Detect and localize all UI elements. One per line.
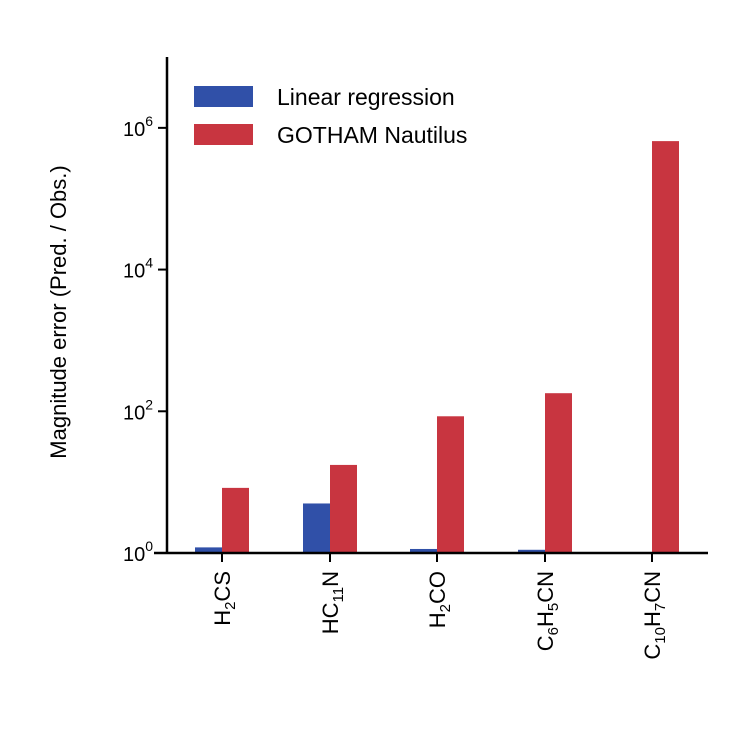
- bar-linear-regression-h2cs: [195, 547, 222, 553]
- axes-layer: [154, 57, 708, 555]
- legend-label-linear-regression: Linear regression: [277, 84, 455, 110]
- bar-linear-regression-h2co: [410, 548, 437, 553]
- x-tick-label-h2cs: H2CS: [210, 571, 239, 626]
- bars-layer: [195, 141, 679, 553]
- y-tick-label: 102: [123, 396, 153, 424]
- bar-linear-regression-c6h5cn: [518, 549, 545, 553]
- legend-swatch-gotham-nautilus: [194, 124, 253, 145]
- bar-gotham-nautilus-hc11n: [330, 464, 357, 553]
- bar-gotham-nautilus-c10h7cn: [652, 141, 679, 553]
- y-tick-label: 104: [123, 255, 153, 283]
- x-ticks: H2CS HC11N H2CO C6H5CN C10H7CN: [210, 553, 669, 660]
- legend-label-gotham-nautilus: GOTHAM Nautilus: [277, 122, 467, 148]
- y-tick-label: 106: [123, 113, 153, 141]
- x-tick-label-c10h7cn: C10H7CN: [640, 571, 669, 660]
- y-tick-label: 100: [123, 538, 153, 566]
- y-ticks: 100 102 104 106: [123, 113, 167, 566]
- bar-gotham-nautilus-h2cs: [222, 487, 249, 553]
- legend: Linear regression GOTHAM Nautilus: [194, 84, 467, 148]
- x-tick-label-hc11n: HC11N: [318, 571, 347, 634]
- bar-gotham-nautilus-h2co: [437, 416, 464, 553]
- x-tick-label-h2co: H2CO: [425, 571, 454, 628]
- y-axis-label: Magnitude error (Pred. / Obs.): [46, 165, 71, 458]
- bar-linear-regression-hc11n: [303, 503, 330, 553]
- bar-gotham-nautilus-c6h5cn: [545, 393, 572, 553]
- x-tick-label-c6h5cn: C6H5CN: [533, 571, 562, 651]
- legend-swatch-linear-regression: [194, 86, 253, 107]
